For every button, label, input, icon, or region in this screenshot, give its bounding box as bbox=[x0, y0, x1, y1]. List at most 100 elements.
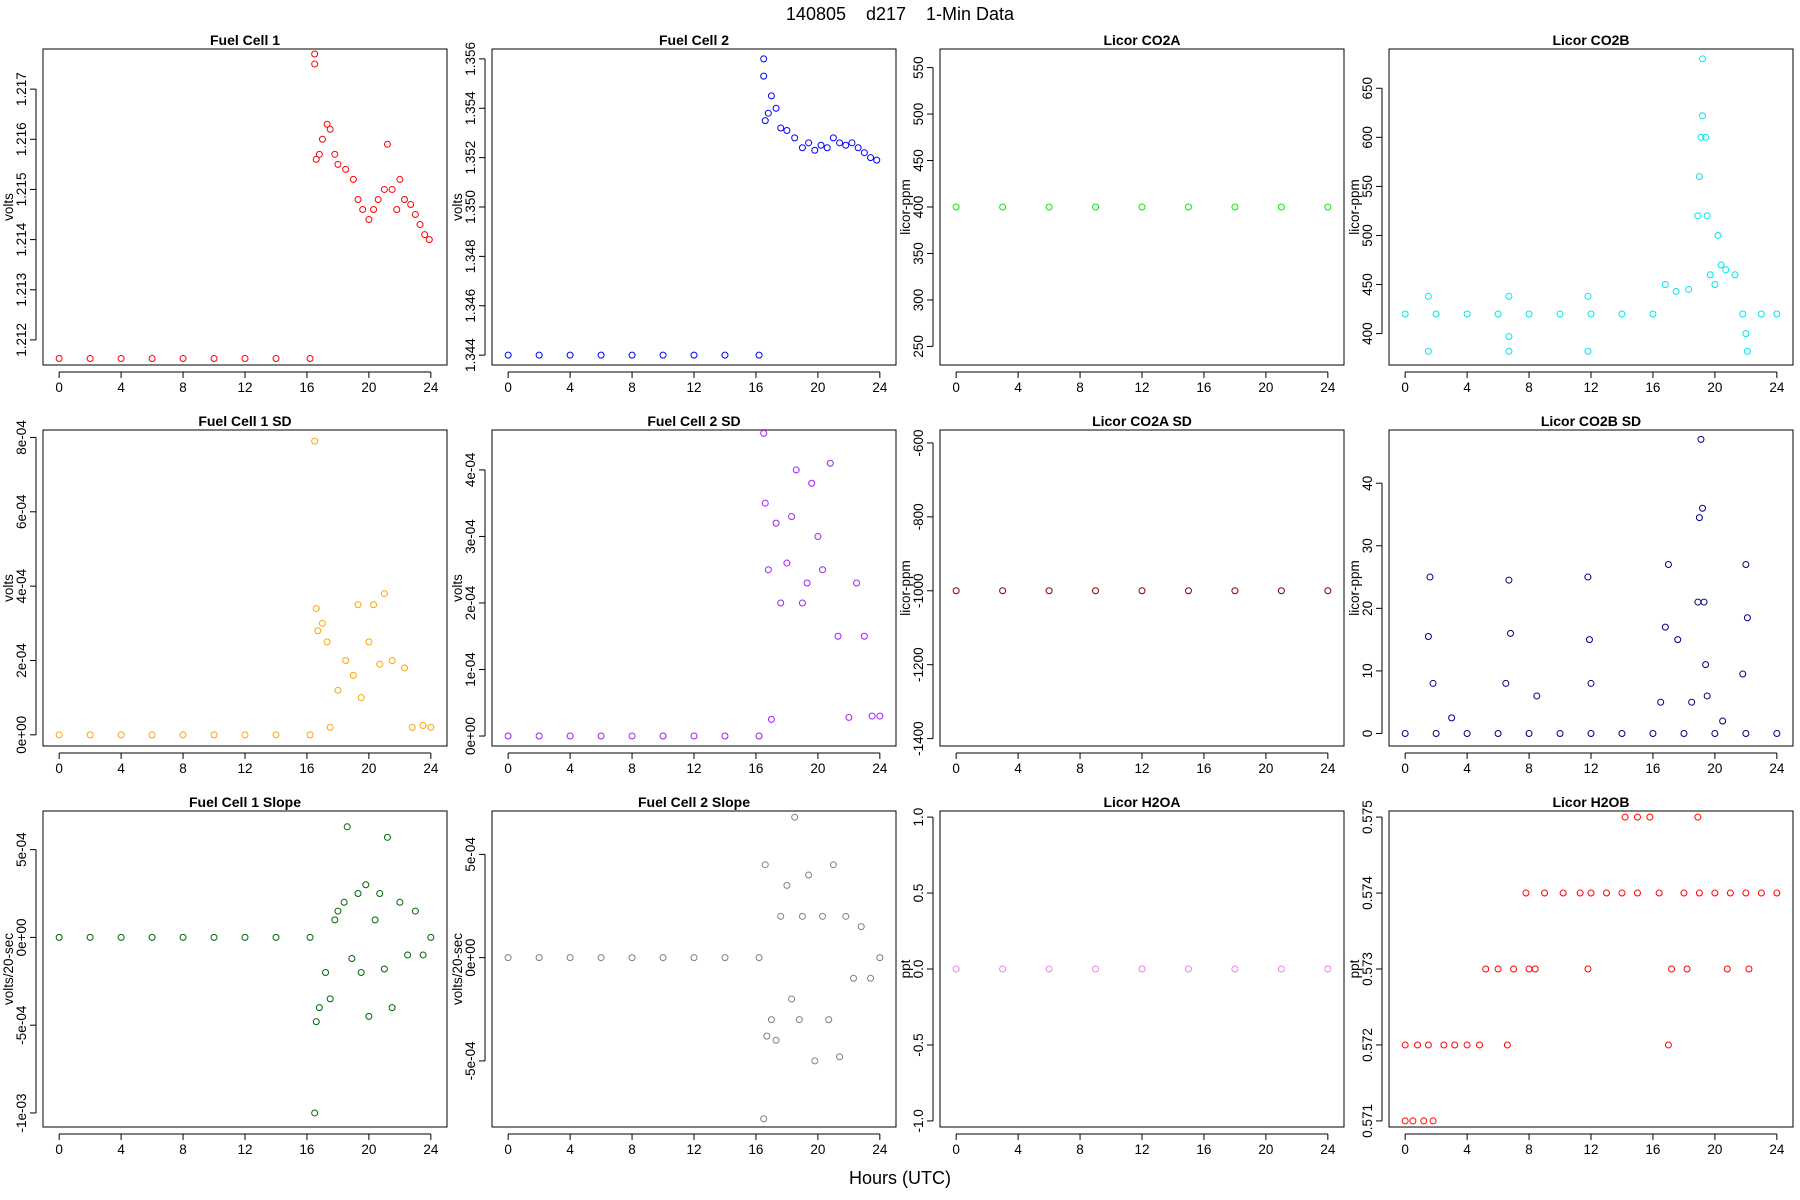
y-axis-label: licor-ppm bbox=[1347, 179, 1362, 235]
y-tick-label: -1e-03 bbox=[14, 1093, 29, 1132]
data-point bbox=[1621, 813, 1629, 821]
data-point bbox=[1661, 281, 1669, 289]
page-title: 140805 d217 1-Min Data bbox=[785, 4, 1015, 24]
data-point bbox=[1726, 889, 1734, 897]
data-point bbox=[504, 351, 512, 359]
data-point bbox=[117, 354, 125, 362]
y-axis-label: volts/20-sec bbox=[1, 933, 16, 1005]
data-point bbox=[1506, 629, 1514, 637]
y-tick-label: 400 bbox=[911, 196, 926, 219]
data-point bbox=[362, 881, 370, 889]
data-point bbox=[760, 429, 768, 437]
x-tick-label: 24 bbox=[1320, 1142, 1336, 1157]
data-point bbox=[1695, 173, 1703, 181]
y-tick-label: 0e+00 bbox=[463, 939, 478, 977]
data-point bbox=[1745, 965, 1753, 973]
data-point bbox=[117, 933, 125, 941]
data-point bbox=[842, 141, 850, 149]
data-point bbox=[1697, 435, 1705, 443]
data-point bbox=[1414, 1041, 1422, 1049]
y-axis-label: volts bbox=[450, 193, 465, 221]
data-point bbox=[1138, 965, 1146, 973]
x-tick-label: 0 bbox=[1401, 1142, 1409, 1157]
y-tick-label: 0.0 bbox=[911, 960, 926, 979]
data-point bbox=[1277, 587, 1285, 595]
data-point bbox=[792, 466, 800, 474]
data-point bbox=[819, 566, 827, 574]
x-tick-label: 24 bbox=[1769, 761, 1785, 776]
plot-frame bbox=[491, 429, 897, 747]
plot-frame bbox=[1388, 810, 1794, 1128]
data-point bbox=[349, 671, 357, 679]
x-tick-label: 0 bbox=[504, 1142, 512, 1157]
data-point bbox=[755, 954, 763, 962]
data-point bbox=[312, 1018, 320, 1026]
data-point bbox=[798, 144, 806, 152]
data-point bbox=[388, 656, 396, 664]
panel-6: Fuel Cell 2 SD volts 0 4 8 12 16 20 24 0e+00 1e-04… bbox=[450, 413, 897, 776]
x-tick-label: 12 bbox=[1134, 761, 1149, 776]
data-point bbox=[1556, 729, 1564, 737]
x-tick-label: 0 bbox=[55, 1142, 63, 1157]
x-tick-label: 24 bbox=[1320, 761, 1336, 776]
data-point bbox=[1714, 231, 1722, 239]
y-tick-label: 0.5 bbox=[911, 884, 926, 903]
data-point bbox=[314, 627, 322, 635]
data-point bbox=[842, 912, 850, 920]
y-tick-label: 1.344 bbox=[463, 338, 478, 372]
y-tick-label: 350 bbox=[911, 242, 926, 265]
data-point bbox=[1685, 285, 1693, 293]
data-point bbox=[1451, 1041, 1459, 1049]
data-point bbox=[1649, 310, 1657, 318]
data-point bbox=[401, 664, 409, 672]
y-tick-label: 0.572 bbox=[1360, 1028, 1375, 1062]
data-point bbox=[370, 206, 378, 214]
x-tick-label: 0 bbox=[1401, 761, 1409, 776]
panel-1: Fuel Cell 1 volts 0 4 8 12 16 20 24 1.212 1.213 1.2… bbox=[1, 32, 448, 395]
data-point bbox=[365, 1012, 373, 1020]
y-axis-label: licor-ppm bbox=[1347, 560, 1362, 616]
y-tick-label: 550 bbox=[911, 56, 926, 79]
data-point bbox=[999, 965, 1007, 973]
data-point bbox=[210, 933, 218, 941]
data-point bbox=[1680, 889, 1688, 897]
x-tick-label: 20 bbox=[1707, 761, 1722, 776]
data-point bbox=[763, 1032, 771, 1040]
data-point bbox=[848, 139, 856, 147]
x-tick-label: 8 bbox=[1525, 761, 1533, 776]
data-point bbox=[306, 354, 314, 362]
data-point bbox=[999, 587, 1007, 595]
x-tick-label: 20 bbox=[361, 380, 376, 395]
x-tick-label: 16 bbox=[1645, 1142, 1660, 1157]
data-point bbox=[411, 211, 419, 219]
data-point bbox=[323, 638, 331, 646]
data-point bbox=[380, 965, 388, 973]
x-tick-label: 0 bbox=[504, 761, 512, 776]
data-point bbox=[1482, 965, 1490, 973]
data-point bbox=[1646, 813, 1654, 821]
data-point bbox=[1711, 729, 1719, 737]
data-point bbox=[1703, 692, 1711, 700]
y-tick-label: 1.346 bbox=[463, 289, 478, 323]
data-point bbox=[1494, 729, 1502, 737]
data-point bbox=[628, 351, 636, 359]
data-point bbox=[721, 351, 729, 359]
data-point bbox=[1463, 729, 1471, 737]
data-point bbox=[873, 156, 881, 164]
data-point bbox=[952, 203, 960, 211]
data-point bbox=[306, 731, 314, 739]
y-tick-label: -5e-04 bbox=[463, 1041, 478, 1081]
data-point bbox=[1401, 1041, 1409, 1049]
data-point bbox=[1138, 203, 1146, 211]
x-tick-label: 20 bbox=[810, 761, 825, 776]
data-point bbox=[760, 1115, 768, 1123]
x-tick-label: 8 bbox=[628, 380, 636, 395]
data-point bbox=[179, 354, 187, 362]
data-point bbox=[340, 898, 348, 906]
y-tick-label: 1.352 bbox=[463, 141, 478, 175]
data-point bbox=[342, 656, 350, 664]
data-point bbox=[760, 72, 768, 80]
data-point bbox=[1429, 1117, 1437, 1125]
data-point bbox=[311, 50, 319, 58]
